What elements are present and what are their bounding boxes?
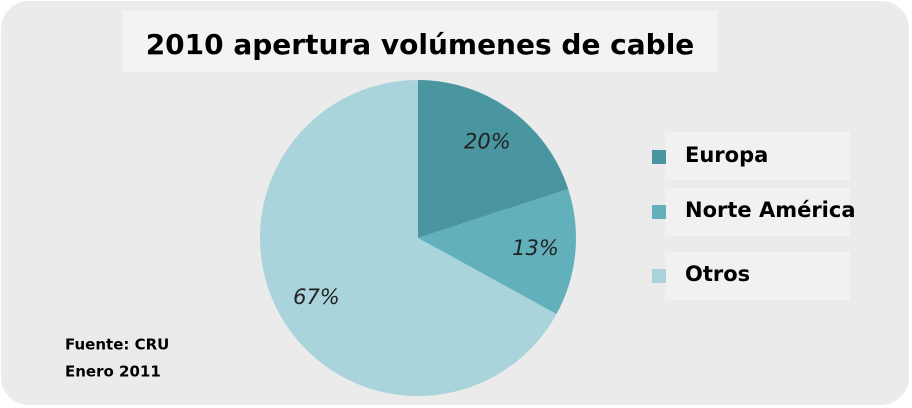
data-label: 67% xyxy=(293,285,340,309)
data-label: 13% xyxy=(512,236,559,260)
pie-slice xyxy=(260,80,557,396)
pie-slice xyxy=(418,80,569,238)
legend-box xyxy=(665,252,850,300)
legend-label: Otros xyxy=(685,262,750,286)
legend-box xyxy=(665,188,850,236)
annotation: Enero 2011 xyxy=(65,363,161,381)
title-box xyxy=(122,10,718,72)
legend-swatch xyxy=(652,205,666,219)
legend-label: Europa xyxy=(685,143,768,167)
chart-title: 2010 apertura volúmenes de cable xyxy=(146,28,695,61)
pie-slice xyxy=(418,189,576,315)
legend-box xyxy=(665,132,850,180)
legend-swatch xyxy=(652,269,666,283)
annotation: Fuente: CRU xyxy=(65,336,169,354)
legend-swatch xyxy=(652,150,666,164)
data-label: 20% xyxy=(464,130,511,154)
legend-label: Norte América xyxy=(685,198,856,222)
